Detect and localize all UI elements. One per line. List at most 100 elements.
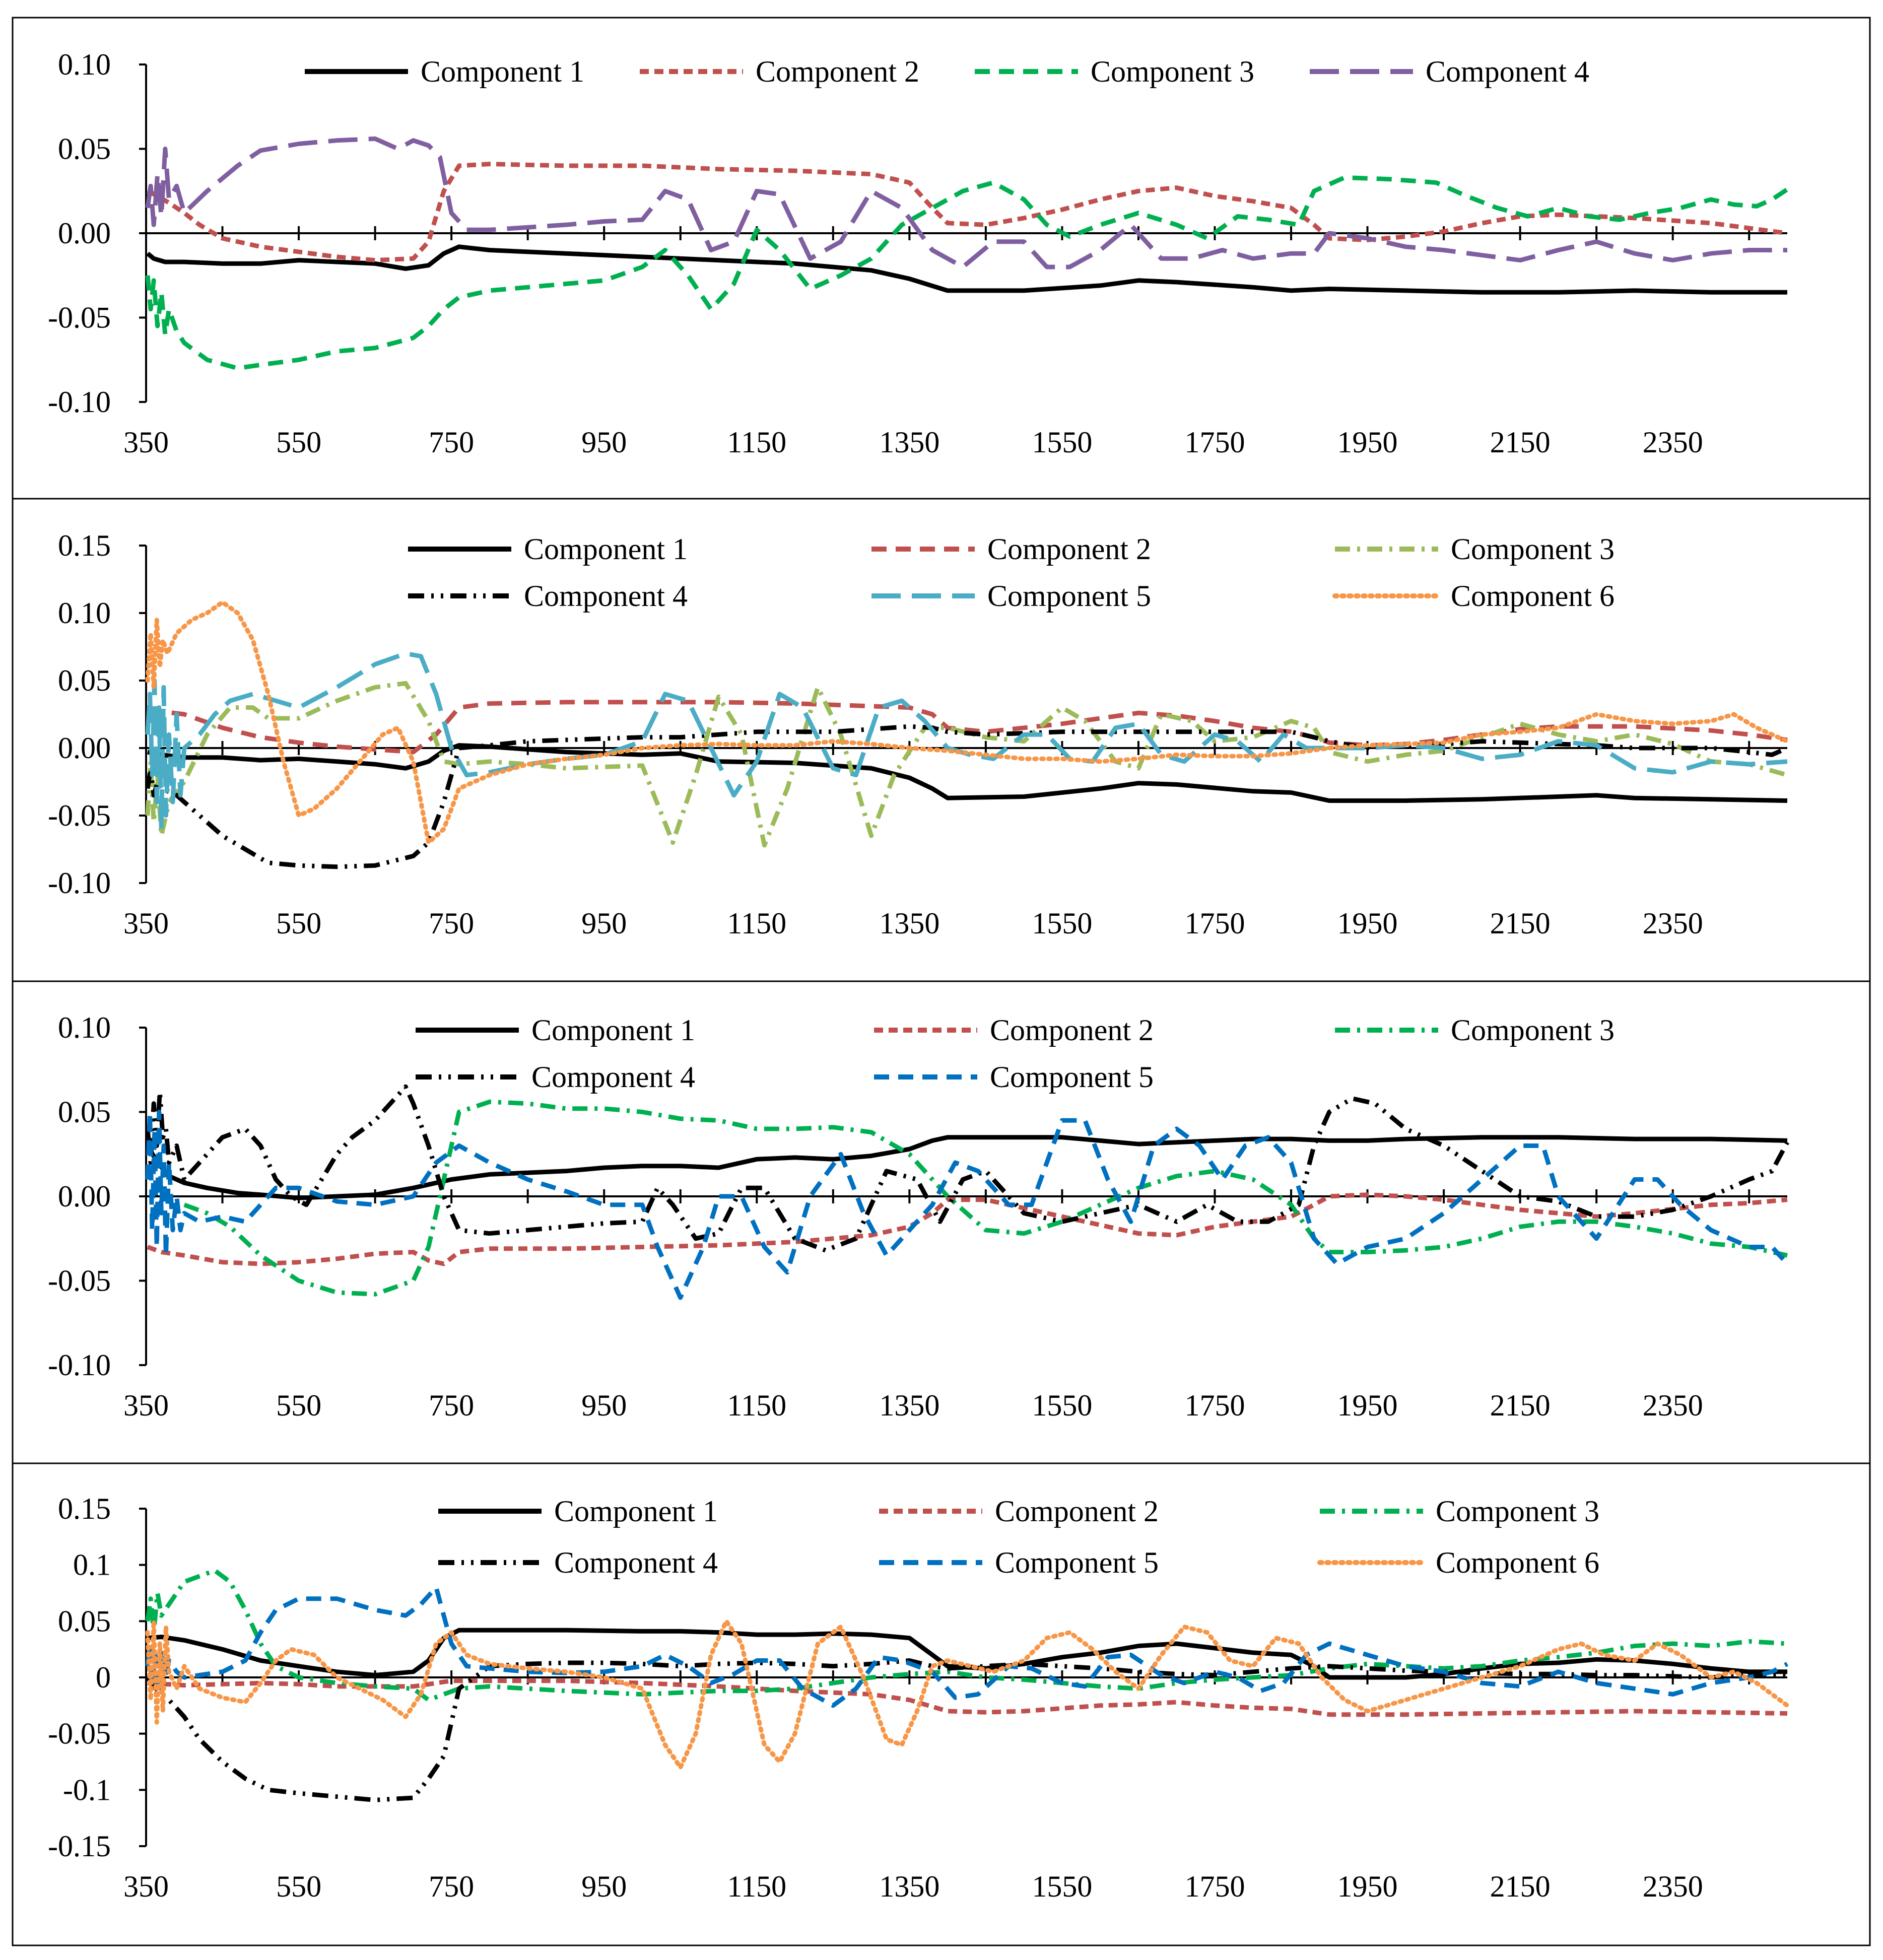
series-line-component-5 [145,1110,1789,1300]
series-line-component-6 [145,1618,1790,1770]
y-tick-label: -0.15 [48,1830,111,1863]
y-tick-label: -0.05 [48,1717,111,1750]
chart-panel-4: 0.15 0.1 0.05 0 -0.05 -0.1 -0.15 350 550 750 950 11… [12,1462,1871,1946]
series-line-component-1 [146,244,1787,295]
x-tick-label: 750 [429,1389,474,1422]
legend-label-component-5: Component 5 [990,1060,1154,1094]
x-tick-label: 550 [276,907,321,940]
y-tick-label: 0.05 [58,132,111,166]
series-line-component-2 [147,700,1788,755]
series-group [145,600,1790,869]
legend-label-component-3: Component 3 [1451,532,1615,566]
x-tick-label: 2150 [1490,907,1551,940]
x-tick-label: 1550 [1032,907,1092,940]
legend-label-component-4: Component 4 [1426,55,1589,88]
x-tick-label: 1950 [1337,426,1398,459]
x-tick-label: 950 [581,1870,627,1903]
x-tick-label: 1150 [727,426,786,459]
x-tick-label: 1350 [879,1389,939,1422]
panel-frame [12,1462,1871,1946]
x-tick-label: 2150 [1490,1389,1551,1422]
x-tick-label: 550 [276,1870,321,1903]
x-tick-label: 2350 [1643,907,1703,940]
x-tick-label: 750 [429,907,474,940]
series-line-component-3 [145,175,1789,371]
legend-label-component-5: Component 5 [995,1546,1159,1579]
legend-label-component-3: Component 3 [1436,1495,1599,1528]
x-tick-label: 750 [429,426,474,459]
series-line-component-4 [145,1084,1789,1253]
x-tick-label: 1150 [727,1389,786,1422]
y-tick-label: 0.05 [58,664,111,697]
legend-label-component-2: Component 2 [995,1495,1159,1528]
y-tick-label: 0.10 [58,596,111,630]
y-tick-label: 0.00 [58,217,111,250]
x-tick-label: 950 [581,426,627,459]
legend-label-component-4: Component 4 [531,1060,695,1094]
series-group [145,1084,1789,1300]
x-tick-label: 1550 [1032,426,1092,459]
x-tick-label: 1950 [1337,907,1398,940]
series-line-component-2 [147,1192,1788,1266]
y-tick-label: 0.00 [58,731,111,765]
legend-label-component-4: Component 4 [554,1546,718,1579]
legend-label-component-3: Component 3 [1451,1013,1615,1047]
x-tick-label: 2150 [1490,426,1551,459]
legend-label-component-1: Component 1 [554,1495,718,1528]
x-tick-label: 1950 [1337,1389,1398,1422]
y-tick-label: -0.10 [48,866,111,900]
series-group [145,136,1789,371]
x-tick-label: 2350 [1643,426,1703,459]
y-tick-label: 0.10 [58,48,111,81]
legend-label-component-3: Component 3 [1091,55,1254,88]
series-line-component-4 [145,136,1787,269]
x-tick-label: 1750 [1184,907,1245,940]
y-tick-label: 0.00 [58,1180,111,1213]
y-tick-label: 0.15 [58,1492,111,1525]
legend-label-component-6: Component 6 [1451,579,1615,613]
series-line-component-3 [145,1568,1788,1703]
chart-panel-2: 0.15 0.10 0.05 0.00 -0.05 -0.10 350 550 750 950 11… [12,498,1871,982]
series-line-component-2 [146,162,1788,263]
x-tick-label: 950 [581,907,627,940]
legend-label-component-4: Component 4 [524,579,688,613]
x-tick-label: 950 [581,1389,627,1422]
x-tick-label: 1550 [1032,1389,1092,1422]
series-line-component-3 [145,681,1788,848]
x-tick-label: 550 [276,1389,321,1422]
y-tick-label: -0.1 [63,1773,111,1806]
x-tick-label: 1750 [1184,1389,1245,1422]
legend-label-component-2: Component 2 [756,55,919,88]
y-tick-label: 0.10 [58,1011,111,1044]
x-tick-label: 350 [123,426,169,459]
series-line-component-4 [146,1658,1788,1802]
y-tick-label: 0.1 [73,1548,111,1582]
chart-panel-1: 0.10 0.05 0.00 -0.05 -0.10 350 550 750 950 1150 13… [12,17,1871,500]
y-tick-label: -0.10 [48,1348,111,1382]
x-tick-label: 1350 [879,426,939,459]
y-tick-label: 0.15 [58,529,111,562]
series-line-component-5 [145,651,1788,832]
series-group [145,1568,1790,1802]
y-tick-label: 0.05 [58,1096,111,1129]
x-tick-label: 350 [123,1870,169,1903]
y-tick-label: -0.05 [48,1264,111,1298]
x-tick-label: 550 [276,426,321,459]
y-tick-label: 0 [96,1661,111,1694]
series-line-component-6 [145,600,1790,845]
y-tick-label: -0.05 [48,301,111,334]
x-tick-label: 1150 [727,1870,786,1903]
legend-label-component-6: Component 6 [1436,1546,1599,1579]
x-tick-label: 1350 [879,907,939,940]
legend-label-component-2: Component 2 [987,532,1151,566]
series-line-component-5 [145,1585,1789,1708]
y-tick-label: -0.10 [48,385,111,419]
x-tick-label: 1750 [1184,1870,1245,1903]
y-tick-label: -0.05 [48,799,111,832]
legend-label-component-5: Component 5 [987,579,1151,613]
series-line-component-2 [147,1678,1788,1717]
x-tick-label: 1150 [727,907,786,940]
x-tick-label: 1350 [879,1870,939,1903]
